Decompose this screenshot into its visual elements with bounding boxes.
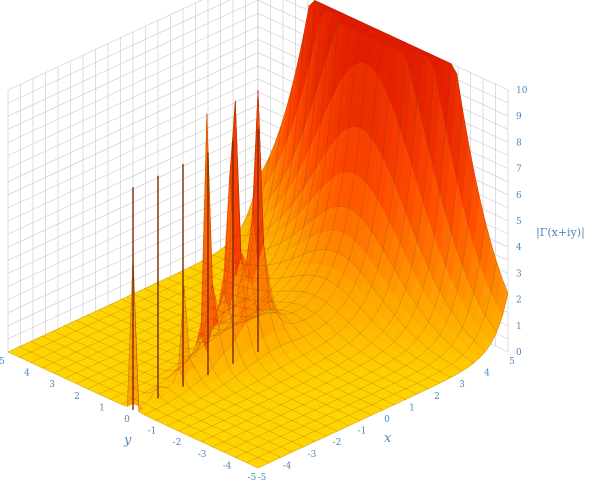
mesh-line xyxy=(30,126,281,363)
y-tick-label: -1 xyxy=(148,427,157,437)
x-axis-label: x xyxy=(384,431,392,446)
mesh-line xyxy=(155,42,406,421)
mesh-line xyxy=(41,335,293,453)
mesh-line xyxy=(110,21,361,400)
mesh-line xyxy=(212,108,463,448)
mesh-line xyxy=(235,126,486,352)
z-axis-label: |Γ(x+iy)| xyxy=(536,226,585,240)
surface-mesh xyxy=(7,0,509,469)
mesh-line xyxy=(98,292,350,427)
x-tick-label: 1 xyxy=(409,403,415,413)
mesh-line xyxy=(53,35,304,374)
y-tick-label: 0 xyxy=(124,415,130,425)
z-tick-label: 2 xyxy=(516,296,522,306)
x-tick-label: -5 xyxy=(258,473,267,480)
surface-cell xyxy=(251,462,265,469)
x-tick-label: 4 xyxy=(484,369,490,379)
y-tick-label: 2 xyxy=(74,392,80,402)
mesh-line xyxy=(235,221,486,458)
y-tick-label: -5 xyxy=(248,473,257,480)
mesh-line xyxy=(246,23,497,333)
mesh-line xyxy=(223,170,475,453)
mesh-line xyxy=(223,205,475,364)
z-tick-label: 3 xyxy=(516,269,522,279)
y-tick-label: -3 xyxy=(198,450,207,460)
mesh-line xyxy=(110,100,361,421)
mesh-line xyxy=(98,15,350,395)
mesh-line xyxy=(41,86,293,369)
mesh-line xyxy=(132,89,384,411)
mesh-line xyxy=(76,5,327,384)
mesh-line xyxy=(87,10,338,390)
z-tick-label: 5 xyxy=(516,217,522,227)
y-tick-label: 1 xyxy=(99,403,105,413)
z-tick-label: 10 xyxy=(516,86,528,96)
mesh-line xyxy=(64,0,316,379)
z-tick-label: 1 xyxy=(516,322,522,332)
mesh-line xyxy=(166,47,418,427)
z-tick-label: 8 xyxy=(516,138,522,148)
mesh-line xyxy=(201,63,452,442)
mesh-line xyxy=(166,277,418,395)
y-tick-label: -2 xyxy=(173,438,182,448)
x-tick-label: -4 xyxy=(283,461,292,471)
mesh-line xyxy=(87,283,338,432)
y-tick-label: 5 xyxy=(0,357,5,367)
z-tick-label: 0 xyxy=(516,348,522,358)
mesh-line xyxy=(144,37,395,416)
x-tick-label: -2 xyxy=(333,438,342,448)
mesh-line xyxy=(178,52,429,432)
z-tick-label: 7 xyxy=(516,165,522,175)
x-tick-label: 3 xyxy=(459,380,465,390)
z-tick-label: 6 xyxy=(516,191,522,201)
y-tick-label: -4 xyxy=(223,461,232,471)
mesh-line xyxy=(121,262,372,416)
mesh-line xyxy=(121,26,372,405)
mesh-line xyxy=(155,283,406,400)
x-tick-label: 2 xyxy=(434,392,440,402)
mesh-line xyxy=(64,325,315,442)
axis-ticks: -5-4-3-2-1012345-5-4-3-2-101234501234567… xyxy=(0,86,528,480)
mesh-line xyxy=(144,288,395,405)
x-tick-label: 0 xyxy=(384,415,390,425)
mesh-line xyxy=(189,266,440,384)
y-tick-label: 4 xyxy=(24,369,30,379)
z-tick-label: 9 xyxy=(516,112,522,122)
x-tick-label: 5 xyxy=(509,357,515,367)
y-tick-label: 3 xyxy=(49,380,55,390)
y-axis-label: y xyxy=(123,433,132,448)
mesh-line xyxy=(189,58,441,437)
z-tick-label: 4 xyxy=(516,243,522,253)
mesh-line xyxy=(178,272,429,389)
mesh-line xyxy=(76,320,327,437)
mesh-line xyxy=(201,261,452,378)
mesh-line xyxy=(30,341,281,458)
mesh-line xyxy=(19,156,270,358)
mesh-line xyxy=(53,330,304,448)
mesh-line xyxy=(257,293,509,469)
mesh-line xyxy=(246,261,497,463)
mesh-line xyxy=(257,0,509,294)
mesh-line xyxy=(212,249,463,372)
x-tick-label: -3 xyxy=(308,450,317,460)
mesh-line xyxy=(19,346,270,463)
mesh-line xyxy=(132,31,384,407)
x-tick-label: -1 xyxy=(358,427,367,437)
